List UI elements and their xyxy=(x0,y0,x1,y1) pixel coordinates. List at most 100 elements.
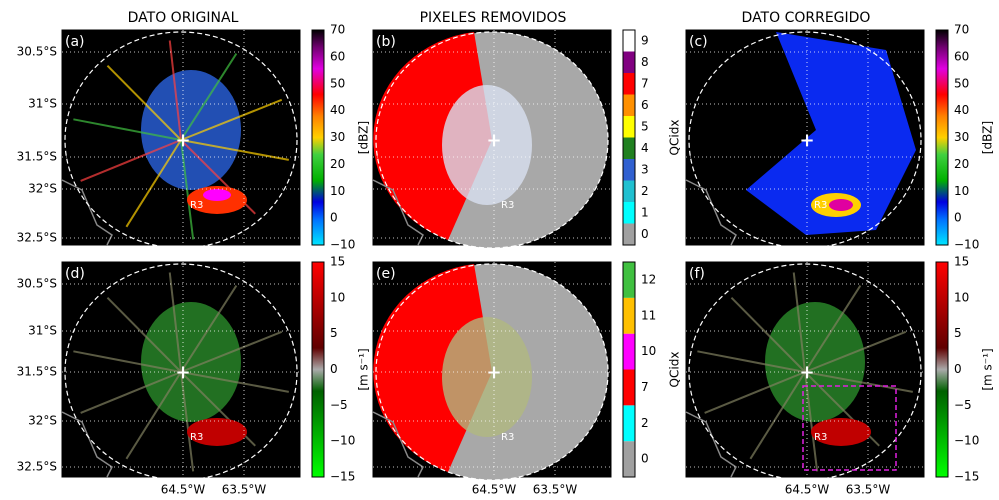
colorbar-tick-label: 0 xyxy=(954,211,962,225)
colorbar-segment xyxy=(623,370,635,406)
colorbar-fill xyxy=(312,262,324,477)
colorbar-tick-label: −5 xyxy=(330,398,348,412)
colorbar-segment xyxy=(623,116,635,138)
y-tick-label: 31.5°S xyxy=(17,150,57,164)
colorbar-tick-label: 10 xyxy=(954,290,969,304)
colorbar-segment xyxy=(623,159,635,181)
colorbar-label: [m s⁻¹] xyxy=(981,348,995,390)
colorbar-segment xyxy=(623,334,635,370)
colorbar-tick-label: 3 xyxy=(641,162,649,176)
column-title: DATO ORIGINAL xyxy=(128,10,239,26)
panel-label: (d) xyxy=(65,266,85,282)
colorbar-tick-label: 0 xyxy=(330,211,338,225)
colorbar-tick-label: 0 xyxy=(330,362,338,376)
colorbar-tick-label: 5 xyxy=(330,326,338,340)
y-tick-label: 30.5°S xyxy=(17,45,57,59)
colorbar-tick-label: 0 xyxy=(954,362,962,376)
colorbar-label: [dBZ] xyxy=(981,121,995,154)
panel: + (b) R3 xyxy=(373,30,611,248)
colorbar-tick-label: 50 xyxy=(954,76,969,90)
colorbar: 121110720QCidx xyxy=(623,262,682,477)
colorbar-tick-label: 10 xyxy=(330,290,345,304)
colorbar-segment xyxy=(623,95,635,117)
colorbar-segment xyxy=(623,181,635,203)
x-tick-label: 63.5°W xyxy=(222,483,267,497)
colorbar-tick-label: 20 xyxy=(954,157,969,171)
colorbar-tick-label: 60 xyxy=(330,49,345,63)
colorbar-segment xyxy=(623,73,635,95)
radar-site: + xyxy=(175,130,190,151)
colorbar-tick-label: 10 xyxy=(954,184,969,198)
panel: +(f)R3 xyxy=(686,262,924,480)
colorbar-tick-label: −15 xyxy=(330,470,355,484)
y-tick-label: 32.5°S xyxy=(17,460,57,474)
panel: + (d) R3 xyxy=(62,262,300,480)
y-tick-label: 31.5°S xyxy=(17,365,57,379)
y-tick-label: 30.5°S xyxy=(17,277,57,291)
region-label: R3 xyxy=(190,200,203,211)
colorbar-label: QCidx xyxy=(668,120,682,156)
colorbar-tick-label: 0 xyxy=(641,227,649,241)
panel: +(e)R3 xyxy=(373,262,611,480)
colorbar-tick-label: 2 xyxy=(641,416,649,430)
colorbar-tick-label: 1 xyxy=(641,205,649,219)
x-tick-label: 64.5°W xyxy=(785,483,830,497)
colorbar-tick-label: −10 xyxy=(330,238,355,252)
storm-core xyxy=(829,199,853,211)
y-tick-label: 31°S xyxy=(28,324,57,338)
y-tick-label: 32°S xyxy=(28,414,57,428)
x-tick-label: 63.5°W xyxy=(533,483,578,497)
region-label: R3 xyxy=(814,200,827,211)
x-tick-label: 63.5°W xyxy=(846,483,891,497)
radar-site: + xyxy=(486,130,501,151)
radar-site: + xyxy=(799,362,814,383)
colorbar-tick-label: 15 xyxy=(954,255,969,269)
colorbar-segment xyxy=(623,138,635,160)
echo xyxy=(765,302,865,422)
panel-label: (c) xyxy=(689,34,708,50)
region-label: R3 xyxy=(190,432,203,443)
y-tick-label: 32.5°S xyxy=(17,231,57,245)
colorbar-label: [m s⁻¹] xyxy=(357,348,371,390)
colorbar-fill xyxy=(312,30,324,245)
colorbar-segment xyxy=(623,298,635,334)
echo xyxy=(141,302,241,422)
x-tick-label: 64.5°W xyxy=(161,483,206,497)
colorbar-tick-label: 7 xyxy=(641,380,649,394)
colorbar-tick-label: 40 xyxy=(954,103,969,117)
colorbar-label: QCidx xyxy=(668,352,682,388)
colorbar-tick-label: 0 xyxy=(641,452,649,466)
colorbar-fill xyxy=(936,262,948,477)
colorbar-tick-label: 4 xyxy=(641,141,649,155)
colorbar-tick-label: −15 xyxy=(954,470,979,484)
colorbar-tick-label: 10 xyxy=(641,344,656,358)
colorbar-tick-label: 30 xyxy=(330,130,345,144)
y-tick-label: 32°S xyxy=(28,182,57,196)
region-label: R3 xyxy=(501,432,514,443)
colorbar-tick-label: 60 xyxy=(954,49,969,63)
radar-site: + xyxy=(175,362,190,383)
panel-label: (b) xyxy=(376,34,396,50)
colorbar-tick-label: 40 xyxy=(330,103,345,117)
radar-site: + xyxy=(486,362,501,383)
colorbar-label: [dBZ] xyxy=(357,121,371,154)
colorbar-segment xyxy=(623,405,635,441)
region-label: R3 xyxy=(814,432,827,443)
colorbar-tick-label: −10 xyxy=(954,434,979,448)
region-label: R3 xyxy=(501,200,514,211)
colorbar-tick-label: 30 xyxy=(954,130,969,144)
panel: + (a) R3 xyxy=(62,30,300,248)
colorbar-segment xyxy=(623,441,635,477)
column-title: DATO CORREGIDO xyxy=(742,10,871,26)
storm-core xyxy=(203,189,231,201)
colorbar-fill xyxy=(936,30,948,245)
colorbar-tick-label: 10 xyxy=(330,184,345,198)
column-title: PIXELES REMOVIDOS xyxy=(420,10,567,26)
colorbar-tick-label: 20 xyxy=(330,157,345,171)
colorbar-segment xyxy=(623,202,635,224)
panel-label: (a) xyxy=(65,34,85,50)
titles: DATO ORIGINAL PIXELES REMOVIDOS DATO COR… xyxy=(128,10,871,26)
